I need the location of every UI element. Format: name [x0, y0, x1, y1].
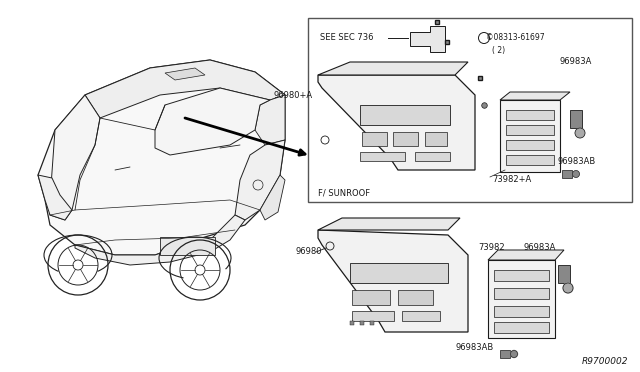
- Bar: [506, 155, 554, 165]
- Polygon shape: [500, 92, 570, 100]
- Polygon shape: [500, 100, 560, 172]
- Circle shape: [573, 170, 579, 177]
- Bar: [360, 152, 405, 161]
- Bar: [500, 350, 510, 358]
- Text: 73982+A: 73982+A: [492, 176, 531, 185]
- Bar: [558, 265, 570, 283]
- Polygon shape: [488, 250, 564, 260]
- Polygon shape: [155, 88, 270, 155]
- Bar: [425, 132, 447, 146]
- Bar: [506, 140, 554, 150]
- Text: 96980+A: 96980+A: [274, 90, 313, 99]
- Bar: [308, 18, 632, 202]
- Polygon shape: [255, 95, 285, 145]
- Text: SEE SEC 736: SEE SEC 736: [320, 33, 374, 42]
- Circle shape: [563, 283, 573, 293]
- Text: 96983A: 96983A: [560, 58, 593, 67]
- Bar: [506, 110, 554, 120]
- Text: ©08313-61697: ©08313-61697: [486, 33, 545, 42]
- Polygon shape: [85, 60, 285, 118]
- Polygon shape: [165, 68, 205, 80]
- Bar: [393, 132, 418, 146]
- Bar: [506, 125, 554, 135]
- Polygon shape: [318, 230, 468, 332]
- Text: F/ SUNROOF: F/ SUNROOF: [318, 189, 370, 198]
- Text: 96983AB: 96983AB: [557, 157, 595, 167]
- Bar: [415, 152, 450, 161]
- Bar: [402, 311, 440, 321]
- Text: 96983AB: 96983AB: [455, 343, 493, 353]
- Polygon shape: [260, 175, 285, 220]
- Bar: [398, 290, 433, 305]
- Polygon shape: [318, 62, 468, 75]
- Polygon shape: [410, 26, 445, 52]
- Text: ( 2): ( 2): [492, 45, 505, 55]
- Polygon shape: [350, 263, 448, 283]
- Text: R9700002: R9700002: [582, 357, 628, 366]
- Polygon shape: [360, 105, 450, 125]
- Bar: [494, 322, 549, 333]
- Bar: [362, 132, 387, 146]
- Polygon shape: [38, 175, 72, 220]
- Circle shape: [511, 350, 518, 357]
- Bar: [494, 306, 549, 317]
- Bar: [494, 270, 549, 281]
- Polygon shape: [50, 95, 100, 220]
- Bar: [160, 237, 215, 255]
- Polygon shape: [318, 75, 475, 170]
- Polygon shape: [318, 218, 460, 230]
- Polygon shape: [75, 215, 245, 265]
- Polygon shape: [235, 140, 285, 220]
- Bar: [494, 288, 549, 299]
- Bar: [570, 110, 582, 128]
- Bar: [352, 311, 394, 321]
- Bar: [352, 290, 390, 305]
- Text: 96983A: 96983A: [523, 244, 556, 253]
- Text: 96980: 96980: [295, 247, 321, 257]
- Polygon shape: [488, 260, 555, 338]
- Text: 73982: 73982: [478, 244, 504, 253]
- Polygon shape: [38, 60, 285, 255]
- Circle shape: [575, 128, 585, 138]
- Bar: [562, 170, 572, 178]
